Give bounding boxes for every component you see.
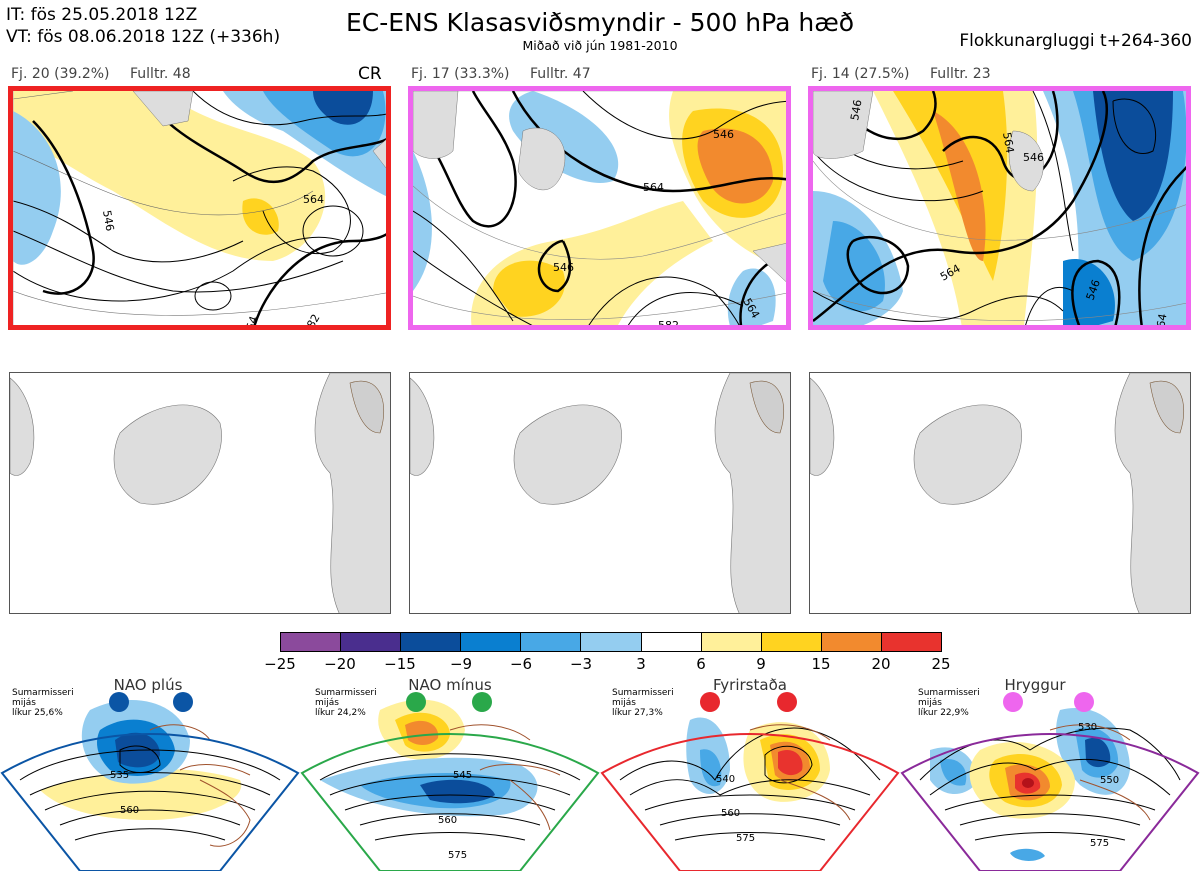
regime-season: Sumarmisseri	[12, 688, 74, 698]
contour-label: 560	[438, 815, 457, 826]
colorbar-swatch	[461, 633, 522, 651]
contour-label: 530	[1078, 722, 1097, 733]
contour-label: 564	[1000, 131, 1016, 154]
colorbar-tick: 20	[871, 655, 891, 673]
regime-name: NAO plús	[113, 676, 183, 694]
cluster-1-representative: Fulltr. 48	[130, 66, 191, 82]
initial-time: IT: fös 25.05.2018 12Z	[6, 5, 198, 25]
colorbar-tick: −6	[509, 655, 533, 673]
regime-mean: mijás	[612, 698, 636, 708]
cluster-2-map: 546 564 546 564 582	[408, 86, 791, 330]
colorbar-swatch	[281, 633, 342, 651]
classification-window: Flokkunargluggi t+264-360	[959, 31, 1192, 51]
colorbar-swatch	[341, 633, 402, 651]
regime-dot	[1074, 692, 1094, 712]
regime-mean: mijás	[918, 698, 942, 708]
contour-label: 582	[658, 319, 679, 330]
regime-season: Sumarmisseri	[918, 688, 980, 698]
colorbar-swatch	[701, 633, 762, 651]
empty-basemap-2	[409, 372, 791, 614]
regime-dot	[777, 692, 797, 712]
contour-label: 546	[848, 99, 864, 122]
colorbar-tick: 9	[756, 655, 766, 673]
contour-label: 535	[110, 770, 129, 781]
colorbar-tick: 15	[811, 655, 831, 673]
regime-probability: líkur 22,9%	[918, 708, 969, 718]
contour-label: 540	[716, 774, 735, 785]
regime-dot	[1003, 692, 1023, 712]
regime-name: Fyrirstaða	[713, 676, 787, 694]
regime-blocking: 540 560 575 Fyrirstaða Sumarmisseri mijá…	[600, 670, 900, 871]
colorbar-swatch	[881, 633, 942, 651]
cluster-1-map: 564 546 54 82	[8, 86, 391, 330]
contour-label: 575	[448, 850, 467, 861]
contour-label: 550	[1100, 775, 1119, 786]
colorbar-tick: −3	[569, 655, 593, 673]
cluster-3-representative: Fulltr. 23	[930, 66, 991, 82]
colorbar-tick: 25	[931, 655, 951, 673]
contour-label: 564	[303, 193, 324, 206]
cluster-2-label: Fj. 17 (33.3%)	[411, 66, 510, 82]
colorbar-tick: 3	[636, 655, 646, 673]
empty-basemap-1	[9, 372, 391, 614]
anomaly-colorbar	[280, 632, 942, 652]
regime-mean: mijás	[315, 698, 339, 708]
contour-label: 560	[120, 805, 139, 816]
cluster-2-representative: Fulltr. 47	[530, 66, 591, 82]
valid-time: VT: fös 08.06.2018 12Z (+336h)	[6, 27, 281, 47]
regime-dot	[109, 692, 129, 712]
colorbar-swatch	[521, 633, 582, 651]
colorbar-swatch	[761, 633, 822, 651]
regime-dot	[173, 692, 193, 712]
cluster-3-label: Fj. 14 (27.5%)	[811, 66, 910, 82]
regime-probability: líkur 24,2%	[315, 708, 366, 718]
regime-name: NAO mínus	[408, 676, 492, 694]
regime-ridge: 530 550 575 Hryggur Sumarmisseri mijás l…	[900, 670, 1200, 871]
colorbar-swatch	[581, 633, 642, 651]
contour-label: 546	[553, 261, 574, 274]
regime-dot	[700, 692, 720, 712]
regime-dot	[472, 692, 492, 712]
contour-label: 560	[721, 808, 740, 819]
regime-nao-plus: 535 560 NAO plús Sumarmisseri mijás líku…	[0, 670, 300, 871]
contour-label: 546	[100, 209, 116, 232]
contour-label: 564	[1153, 313, 1169, 330]
page-title: EC-ENS Klasasviðsmyndir - 500 hPa hæð	[345, 8, 855, 37]
regime-dot	[406, 692, 426, 712]
regime-name: Hryggur	[1004, 676, 1066, 694]
contour-label: 545	[453, 770, 472, 781]
empty-basemap-3	[809, 372, 1191, 614]
climatology-period: Miðað við jún 1981-2010	[522, 38, 678, 53]
colorbar-tick: −15	[384, 655, 416, 673]
colorbar-tick: −25	[264, 655, 296, 673]
contour-label: 564	[643, 181, 664, 194]
regime-season: Sumarmisseri	[612, 688, 674, 698]
colorbar-tick: −9	[449, 655, 473, 673]
contour-label: 546	[1023, 151, 1044, 164]
colorbar-tick: 6	[696, 655, 706, 673]
cluster-1-tag: CR	[358, 64, 382, 84]
colorbar-swatch	[401, 633, 462, 651]
cluster-1-label: Fj. 20 (39.2%)	[11, 66, 110, 82]
colorbar-tick: −20	[324, 655, 356, 673]
regime-mean: mijás	[12, 698, 36, 708]
regime-probability: líkur 27,3%	[612, 708, 663, 718]
regime-nao-minus: 545 560 575 NAO mínus Sumarmisseri mijás…	[300, 670, 600, 871]
regime-probability: líkur 25,6%	[12, 708, 63, 718]
colorbar-swatch	[821, 633, 882, 651]
contour-label: 575	[1090, 838, 1109, 849]
contour-label: 54	[244, 314, 261, 330]
contour-label: 575	[736, 833, 755, 844]
colorbar-swatch	[641, 633, 702, 651]
cluster-3-map: 546 546 564 564 546 564	[808, 86, 1191, 330]
regime-season: Sumarmisseri	[315, 688, 377, 698]
contour-label: 546	[713, 128, 734, 141]
